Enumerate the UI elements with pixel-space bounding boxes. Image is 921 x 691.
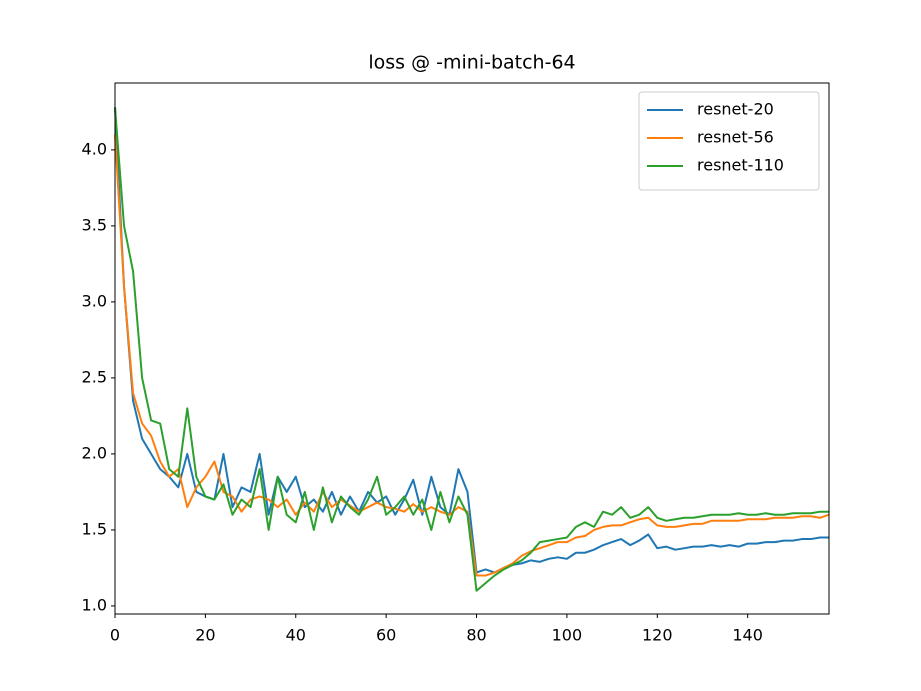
data-line: [114, 107, 829, 592]
y-tick-label: 1.0: [82, 595, 107, 614]
x-tick-label: 60: [376, 626, 396, 645]
y-tick-label: 3.5: [82, 215, 107, 234]
legend-box: [638, 91, 820, 191]
y-tick-label: 2.5: [82, 367, 107, 386]
x-tick-label: 120: [642, 626, 673, 645]
x-tick-label: 20: [195, 626, 215, 645]
chart-title: loss @ -mini-batch-64: [368, 52, 575, 74]
data-line: [114, 107, 829, 574]
y-tick-label: 1.5: [82, 519, 107, 538]
y-tick-label: 2.0: [82, 443, 107, 462]
data-line: [114, 134, 830, 577]
x-tick-label: 80: [466, 626, 486, 645]
x-tick-label: 40: [286, 626, 306, 645]
x-tick-label: 0: [110, 626, 120, 645]
legend-label: resnet-56: [697, 128, 774, 147]
y-tick-label: 4.0: [82, 139, 107, 158]
legend-label: resnet-20: [697, 100, 774, 119]
x-tick-label: 100: [552, 626, 583, 645]
x-tick-label: 140: [732, 626, 763, 645]
plot-frame: [114, 82, 830, 615]
y-tick-label: 3.0: [82, 291, 107, 310]
legend-label: resnet-110: [697, 156, 784, 175]
